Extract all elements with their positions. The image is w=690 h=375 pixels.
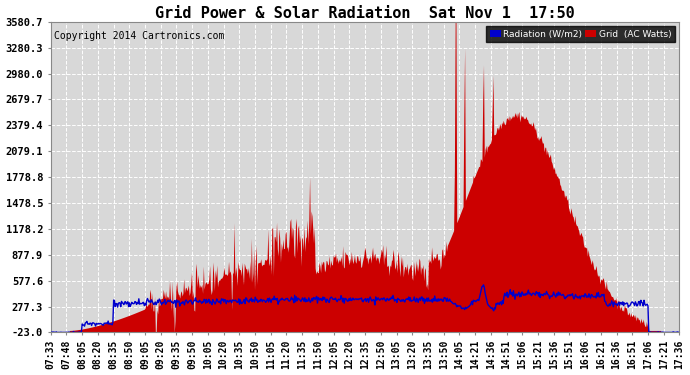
Title: Grid Power & Solar Radiation  Sat Nov 1  17:50: Grid Power & Solar Radiation Sat Nov 1 1… [155, 6, 575, 21]
Legend: Radiation (W/m2), Grid  (AC Watts): Radiation (W/m2), Grid (AC Watts) [486, 26, 675, 42]
Text: Copyright 2014 Cartronics.com: Copyright 2014 Cartronics.com [54, 31, 224, 41]
